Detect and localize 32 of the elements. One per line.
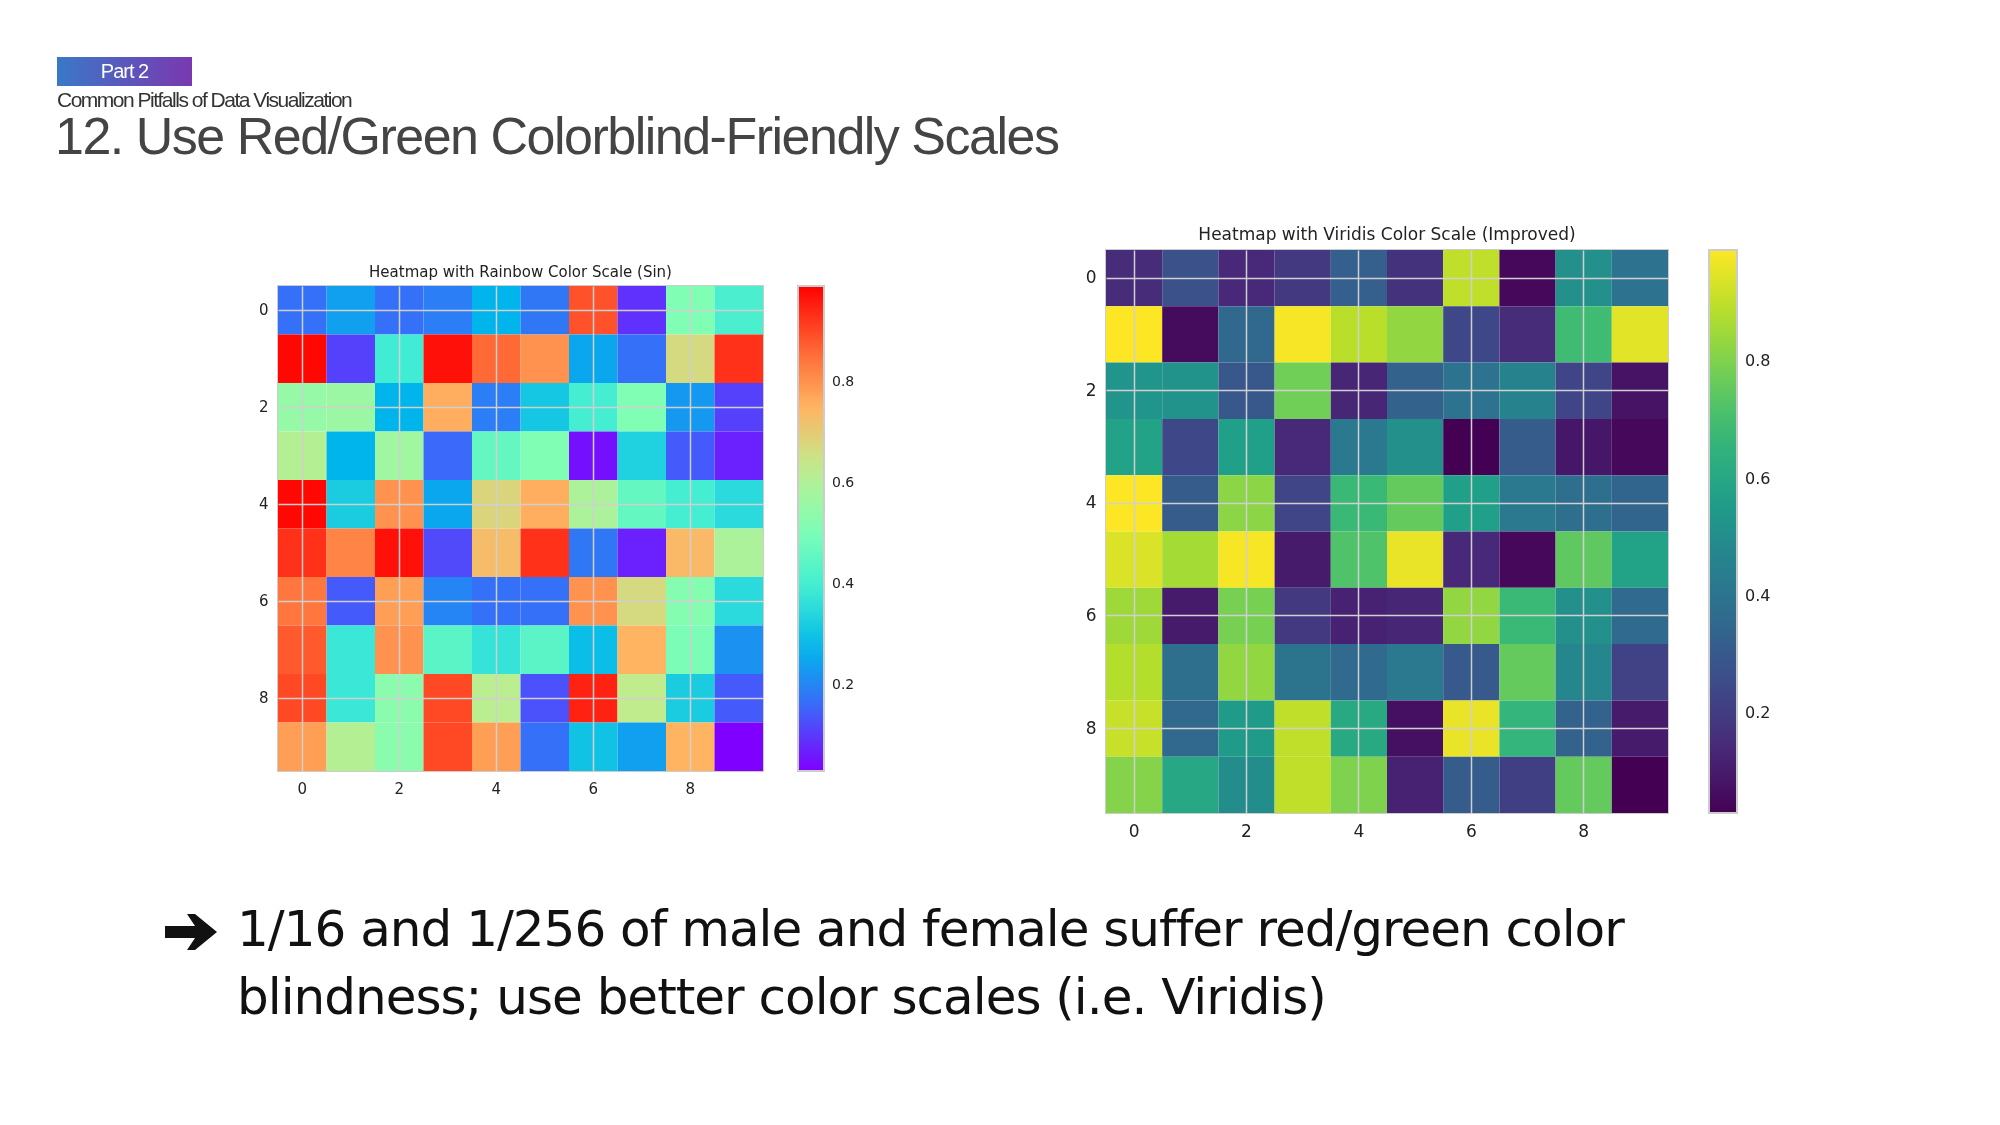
x-tick-label: 4 [491,779,502,798]
text: Part 2 [57,57,192,86]
color-bar-label: 0.6 [1745,468,1771,488]
y-tick-label: 0 [1085,267,1097,288]
chart-title: Heatmap with Rainbow Color Scale (Sin) [369,263,672,281]
color-bar-label: 0.8 [832,372,855,389]
x-tick-label: 0 [297,779,308,798]
y-tick-label: 0 [258,301,269,320]
y-tick-label: 4 [258,495,269,514]
color-bar-label: 0.4 [832,575,855,592]
x-tick-label: 2 [394,779,405,798]
x-tick-label: 2 [1241,820,1252,841]
color-bar-label: 0.6 [832,474,855,491]
y-tick-label: 8 [1085,717,1097,738]
y-tick-label: 2 [1085,379,1097,400]
x-tick-label: 6 [1465,820,1477,841]
color-bar-label: 0.4 [1745,586,1771,606]
x-tick-label: 0 [1128,820,1140,841]
x-tick-label: 6 [588,779,599,798]
color-bar-label: 0.2 [832,676,855,693]
x-tick-label: 4 [1353,820,1365,841]
color-bar-label: 0.2 [1745,703,1771,723]
y-tick-label: 2 [258,398,269,417]
y-tick-label: 6 [1085,604,1097,625]
y-tick-label: 8 [258,689,269,708]
x-tick-label: 8 [685,779,696,798]
chart-title: Heatmap with Viridis Color Scale (Improved) [1198,224,1576,244]
y-tick-label: 4 [1085,492,1097,513]
x-tick-label: 8 [1578,820,1590,841]
text: 1/16 and 1/256 of male and female suffer red/green color blindness; use better color scales (i.e. Viridis) [237,899,1626,1028]
color-bar-label: 0.8 [1745,351,1771,371]
y-tick-label: 6 [258,592,269,611]
